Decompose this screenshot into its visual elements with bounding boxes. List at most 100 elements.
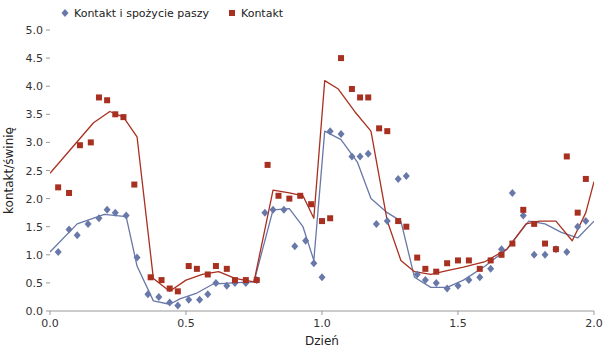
y-tick <box>46 30 50 31</box>
x-tick <box>50 311 51 315</box>
y-tick-label: 1.5 <box>26 221 44 234</box>
point <box>433 279 440 287</box>
point <box>357 152 364 160</box>
point <box>338 55 344 61</box>
point <box>112 111 118 117</box>
point <box>414 255 420 261</box>
point <box>77 142 83 148</box>
point <box>422 276 429 284</box>
y-tick-label: 3.0 <box>26 136 44 149</box>
point <box>254 277 260 283</box>
point <box>582 217 589 225</box>
point <box>88 139 94 145</box>
point <box>444 260 450 266</box>
point <box>488 257 494 263</box>
x-axis-label: Dzień <box>305 334 339 348</box>
legend-label: Kontakt <box>241 7 284 20</box>
point <box>155 293 162 301</box>
point <box>327 215 333 221</box>
point <box>131 182 137 188</box>
y-tick-label: 2.5 <box>26 165 44 178</box>
point <box>120 114 126 120</box>
point <box>134 254 141 262</box>
point <box>327 127 334 135</box>
point <box>365 94 371 100</box>
legend-item: Kontakt i spożycie paszy <box>62 7 210 20</box>
point <box>349 86 355 92</box>
point <box>365 150 372 158</box>
point <box>185 296 192 304</box>
point <box>55 184 61 190</box>
point <box>414 270 421 278</box>
x-tick <box>458 311 459 315</box>
point <box>186 263 192 269</box>
point <box>159 277 165 283</box>
point <box>265 162 271 168</box>
point <box>433 269 439 275</box>
point <box>280 206 287 214</box>
point <box>167 286 173 292</box>
point <box>357 94 363 100</box>
y-tick-label: 0.5 <box>26 277 44 290</box>
point <box>542 251 549 259</box>
point <box>552 245 559 253</box>
line <box>50 81 594 292</box>
point <box>144 290 151 298</box>
point <box>395 218 401 224</box>
point <box>444 285 451 293</box>
point <box>403 172 410 180</box>
point <box>174 301 181 309</box>
point <box>194 266 200 272</box>
y-tick <box>46 58 50 59</box>
point <box>302 237 309 245</box>
point <box>531 221 537 227</box>
point <box>319 273 326 281</box>
y-tick <box>46 254 50 255</box>
point <box>338 130 345 138</box>
point <box>95 214 102 222</box>
legend-marker <box>229 10 235 16</box>
point <box>175 288 181 294</box>
point <box>499 252 505 258</box>
y-tick-label: 4.5 <box>26 52 44 65</box>
point <box>261 209 268 217</box>
point <box>123 211 130 219</box>
point <box>232 277 238 283</box>
point <box>275 193 281 199</box>
point <box>520 207 526 213</box>
point <box>376 125 382 131</box>
y-tick <box>46 114 50 115</box>
x-tick-label: 0.5 <box>177 317 195 330</box>
point <box>319 218 325 224</box>
point <box>466 257 472 263</box>
point <box>204 290 211 298</box>
point <box>212 279 219 287</box>
point <box>531 251 538 259</box>
point <box>148 274 154 280</box>
point <box>373 220 380 228</box>
point <box>66 190 72 196</box>
legend-marker <box>62 9 69 17</box>
point <box>583 176 589 182</box>
point <box>422 266 428 272</box>
x-tick-label: 0.0 <box>41 317 59 330</box>
point <box>112 209 119 217</box>
point <box>66 226 73 234</box>
x-tick-label: 1.5 <box>449 317 467 330</box>
y-tick <box>46 226 50 227</box>
plot-area <box>50 55 594 309</box>
point <box>253 276 260 284</box>
point <box>384 128 390 134</box>
point <box>96 94 102 100</box>
line <box>50 131 594 304</box>
point <box>476 273 483 281</box>
point <box>270 206 277 214</box>
point <box>104 97 110 103</box>
point <box>243 277 249 283</box>
point <box>74 231 81 239</box>
point <box>384 217 391 225</box>
point <box>213 263 219 269</box>
y-tick <box>46 282 50 283</box>
x-tick <box>186 311 187 315</box>
y-tick-label: 4.0 <box>26 80 44 93</box>
